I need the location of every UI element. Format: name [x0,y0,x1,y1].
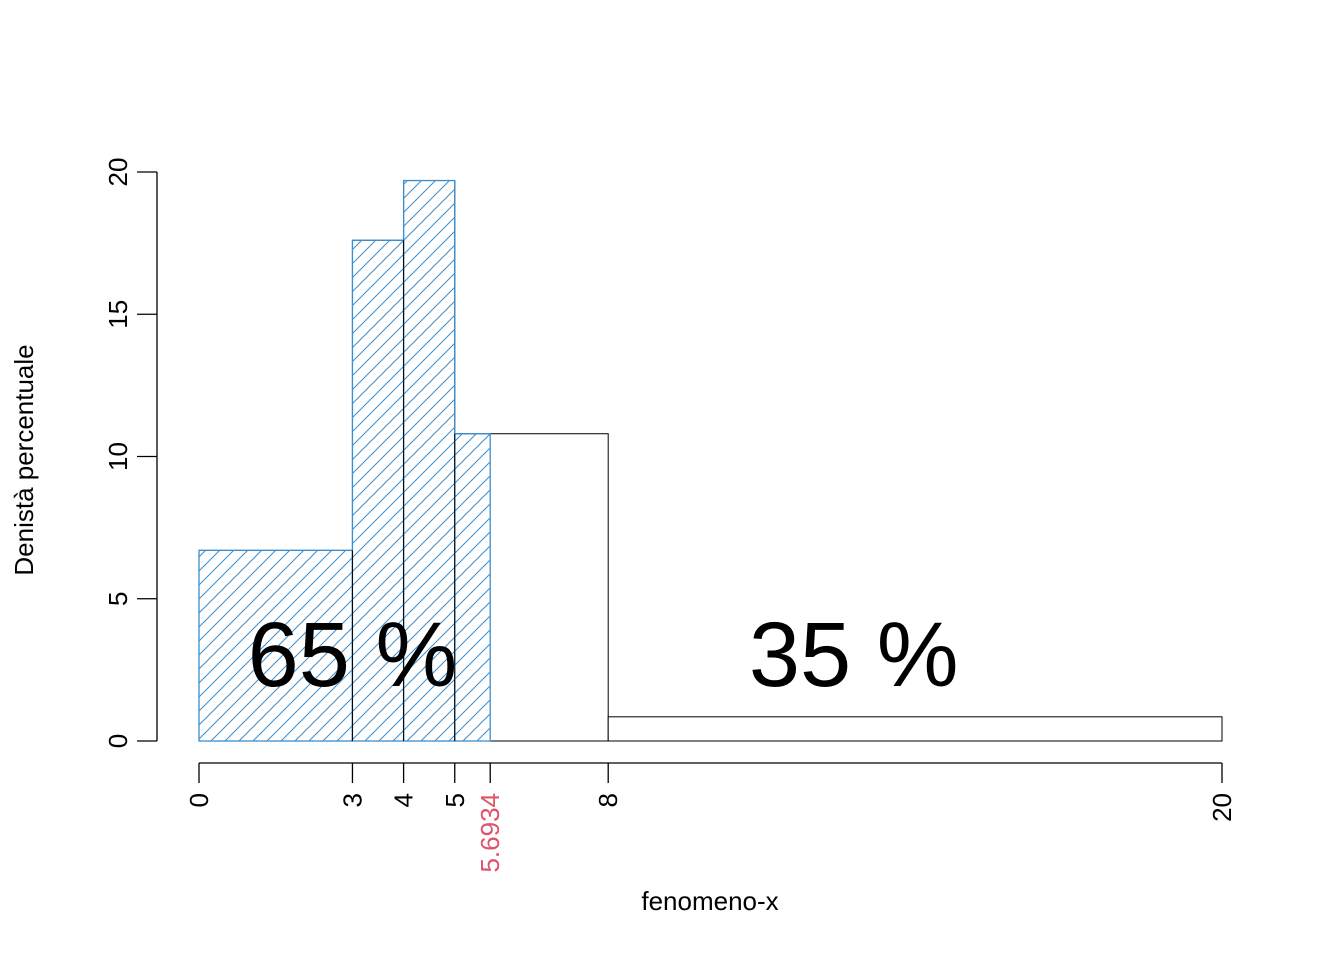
x-tick-label: 20 [1207,793,1237,822]
histogram-bar [607,716,1223,742]
percentage-label: 65 % [248,604,458,706]
y-tick-label: 20 [103,158,133,187]
y-axis-label: Denistà percentuale [9,344,39,575]
x-axis-label: fenomeno-x [641,886,778,916]
histogram-bar-shaded [402,179,456,742]
x-tick-label: 5.6934 [475,793,505,873]
histogram-bars [198,179,1223,742]
y-axis: 0 5 10 15 20 [103,158,158,748]
x-tick-label: 3 [337,793,367,807]
histogram-bar-shaded [198,549,354,742]
x-tick-label: 5 [440,793,470,807]
y-tick-label: 5 [103,592,133,606]
y-tick-label: 15 [103,300,133,329]
histogram-bar-shaded [351,239,405,742]
x-tick-label: 0 [184,793,214,807]
percentage-label: 35 % [749,604,959,706]
histogram-bar-shaded [454,433,491,742]
x-tick-label: 8 [593,793,623,807]
y-tick-label: 0 [103,734,133,748]
x-tick-label: 4 [389,793,419,807]
y-tick-label: 10 [103,442,133,471]
percentage-annotations: 65 % 35 % [248,604,959,706]
x-axis: 0 3 4 5 8 20 5.6934 [184,762,1237,873]
